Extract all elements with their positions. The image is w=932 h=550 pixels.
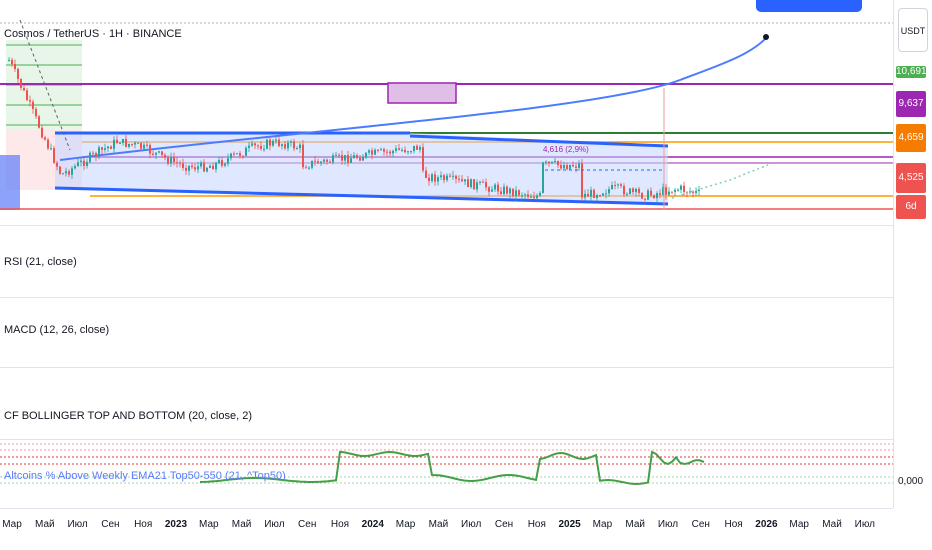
purple-box (387, 82, 457, 104)
time-tick: 2026 (755, 519, 778, 530)
price-tag-red: 4,525 (896, 163, 926, 193)
macd-label[interactable]: MACD (12, 26, close) (4, 324, 110, 336)
blue-channel (55, 133, 668, 204)
time-tick: Сен (691, 519, 710, 530)
time-tick: Май (35, 519, 55, 530)
altcoins-label[interactable]: Altcoins % Above Weekly EMA21 Top50-550 … (4, 470, 286, 482)
price-tag-purple: 9,637 (896, 91, 926, 117)
time-tick: Май (428, 519, 449, 530)
time-tick: Мар (199, 519, 219, 530)
chart-annotation: 4,616 (2,9%) (543, 145, 589, 154)
time-tick: Май (231, 519, 252, 530)
time-tick: 2024 (361, 519, 384, 530)
time-tick: Сен (298, 519, 317, 530)
time-tick: Мар (2, 519, 22, 530)
bollinger-pane[interactable]: CF BOLLINGER TOP AND BOTTOM (20, close, … (0, 368, 893, 440)
breadth-line (199, 450, 705, 486)
time-tick: Ноя (134, 519, 153, 530)
projection-dots (671, 164, 769, 199)
price-chart[interactable]: 4,616 (2,9%) (0, 0, 893, 226)
altcoins-value: 0,000 (898, 476, 924, 487)
macd-pane[interactable]: MACD (12, 26, close) (0, 298, 893, 368)
curve-endpoint (763, 34, 769, 40)
bollinger-label[interactable]: CF BOLLINGER TOP AND BOTTOM (20, close, … (4, 410, 252, 422)
time-tick: Ноя (724, 519, 743, 530)
time-tick: Мар (592, 519, 613, 530)
main-chart-pane[interactable]: 4,616 (2,9%) Cosmos / TetherUS · 1H · BI… (0, 0, 893, 226)
time-tick: Мар (395, 519, 416, 530)
time-axis[interactable]: Мар Май Июл Сен Ноя 2023 Мар Май Июл Сен Ноя 2024 Ма… (0, 508, 893, 550)
time-tick: Июл (854, 519, 875, 530)
time-tick: 2025 (558, 519, 581, 530)
projection-callout[interactable] (756, 0, 862, 12)
price-tag-green: 10,691 (896, 66, 927, 78)
time-tick: 2023 (164, 519, 188, 530)
price-scale[interactable] (893, 0, 932, 508)
time-tick: Сен (494, 519, 514, 530)
time-tick: Май (822, 519, 842, 530)
time-tick: Июл (657, 519, 679, 530)
time-tick: Ноя (330, 519, 350, 530)
countdown-tag: 6d 14h (896, 195, 926, 236)
rsi-pane[interactable]: RSI (21, close) (0, 226, 893, 298)
symbol-title[interactable]: Cosmos / TetherUS · 1H · BINANCE (4, 28, 182, 40)
time-tick: Ноя (527, 519, 546, 530)
time-tick: Июл (461, 519, 482, 530)
altcoins-chart (0, 443, 893, 486)
time-tick: Май (625, 519, 645, 530)
price-tag-orange: 4,659 (896, 124, 926, 152)
time-tick: Июл (264, 519, 285, 530)
time-tick: Мар (789, 519, 809, 530)
altcoins-pane[interactable]: Altcoins % Above Weekly EMA21 Top50-550 … (0, 440, 893, 508)
candles (8, 57, 700, 204)
time-tick: Сен (101, 519, 120, 530)
projection-curve (59, 37, 767, 161)
time-tick: Июл (67, 519, 88, 530)
currency-button[interactable]: USDT (898, 8, 928, 52)
zone-blue-left (0, 155, 20, 210)
rsi-label[interactable]: RSI (21, close) (4, 256, 77, 268)
